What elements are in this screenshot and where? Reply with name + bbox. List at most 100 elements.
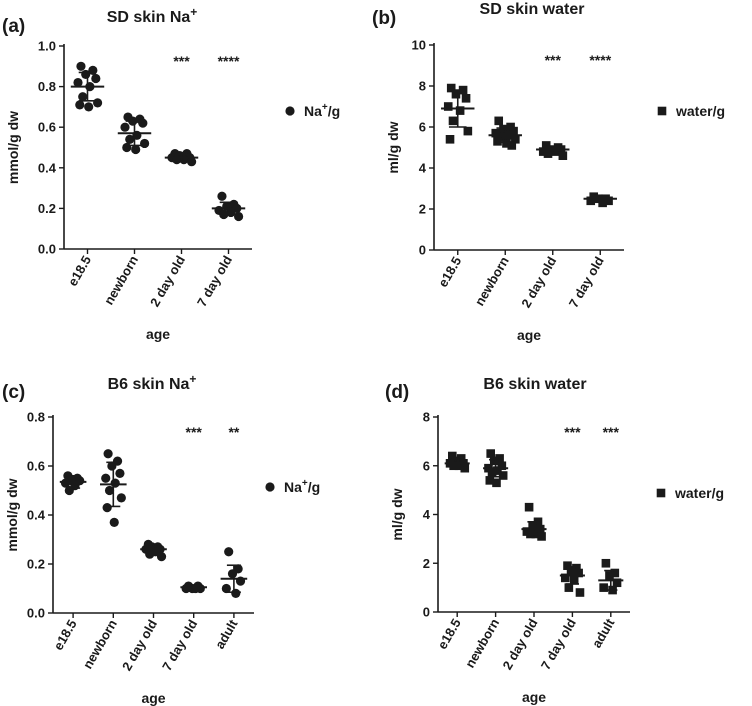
- data-point: [604, 196, 613, 206]
- legend-label-sup: +: [302, 478, 308, 489]
- legend-marker: [656, 488, 666, 498]
- legend-label: water/g: [675, 103, 725, 119]
- data-point: [460, 463, 470, 473]
- data-point: [494, 116, 504, 126]
- data-point: [115, 468, 125, 478]
- data-point: [103, 449, 113, 459]
- x-tick-label: 7 day old: [538, 616, 579, 672]
- data-point: [110, 478, 120, 488]
- data-point: [456, 454, 466, 463]
- legend-marker: [285, 106, 295, 116]
- x-tick-label: adult: [589, 615, 618, 650]
- legend-label: Na+/g: [304, 102, 340, 119]
- y-axis-label: ml/g dw: [385, 121, 401, 173]
- significance-label: **: [228, 424, 239, 440]
- data-point: [463, 126, 473, 136]
- data-point: [543, 149, 553, 158]
- data-point: [445, 135, 455, 144]
- legend-marker: [265, 482, 275, 492]
- data-point: [449, 461, 458, 471]
- data-point: [120, 122, 130, 132]
- data-point: [538, 147, 548, 156]
- data-point: [531, 529, 541, 539]
- legend-marker: [657, 106, 667, 116]
- y-tick-label: 0.2: [27, 557, 45, 572]
- data-point: [586, 196, 596, 206]
- data-point: [81, 69, 91, 80]
- data-point: [537, 532, 546, 541]
- y-tick-label: 0.0: [27, 606, 45, 621]
- significance-label: ***: [564, 424, 581, 440]
- x-tick-label: adult: [212, 616, 241, 651]
- data-point: [598, 198, 607, 208]
- x-tick-label: 2 day old: [119, 617, 160, 673]
- data-point: [101, 473, 111, 483]
- legend: Na+/g: [285, 102, 340, 119]
- x-axis-label: age: [517, 327, 541, 343]
- data-point: [78, 92, 88, 102]
- y-tick-label: 0.4: [38, 160, 57, 175]
- y-tick-label: 0.8: [27, 410, 45, 425]
- y-tick-label: 0.2: [38, 201, 56, 216]
- x-tick-label: newborn: [101, 253, 141, 307]
- y-tick-label: 8: [423, 410, 430, 425]
- data-point: [499, 124, 508, 134]
- data-point: [451, 89, 461, 99]
- y-axis-label: mmol/g dw: [5, 111, 21, 184]
- data-point: [217, 191, 227, 201]
- data-point: [91, 73, 101, 84]
- y-tick-label: 6: [423, 458, 430, 473]
- data-point: [486, 449, 495, 458]
- data-point: [224, 547, 234, 557]
- data-point: [186, 157, 197, 167]
- x-tick-label: newborn: [462, 616, 502, 670]
- y-tick-label: 4: [423, 507, 431, 522]
- y-axis-label: ml/g dw: [389, 488, 405, 540]
- data-point: [448, 116, 458, 126]
- data-point: [541, 141, 551, 150]
- y-tick-label: 8: [419, 79, 426, 94]
- data-point: [446, 83, 456, 93]
- data-point: [566, 566, 576, 575]
- data-point: [461, 94, 471, 103]
- y-tick-label: 0: [419, 243, 426, 258]
- chart-title: B6 skin Na+: [108, 372, 197, 393]
- data-point: [485, 476, 495, 485]
- significance-label: ***: [186, 424, 203, 440]
- y-tick-label: 4: [419, 161, 427, 176]
- x-tick-label: 2 day old: [499, 616, 540, 672]
- y-tick-label: 0.8: [38, 79, 56, 94]
- data-point: [572, 563, 581, 573]
- data-point: [495, 454, 504, 463]
- data-point: [107, 461, 117, 471]
- y-tick-label: 0: [423, 605, 430, 620]
- data-point: [221, 583, 231, 594]
- x-tick-label: 2 day old: [147, 253, 188, 309]
- data-point: [447, 451, 457, 461]
- significance-label: ***: [603, 424, 620, 440]
- x-axis-label: age: [141, 690, 165, 706]
- data-point: [109, 517, 119, 527]
- panel-b: (b) SD skin water 0 2 4 6 8 10 ml/g dw e18.5 newbo…: [372, 1, 725, 343]
- panel-letter: (b): [372, 8, 396, 29]
- x-tick-label: 2 day old: [518, 254, 559, 310]
- data-point: [563, 561, 572, 570]
- data-point: [172, 155, 182, 165]
- panel-letter: (d): [385, 382, 409, 403]
- x-tick-label: 7 day old: [159, 617, 200, 673]
- data-point: [528, 522, 537, 531]
- chart-title: B6 skin water: [483, 376, 586, 393]
- data-point: [575, 588, 585, 597]
- data-point: [455, 106, 465, 115]
- data-point: [612, 578, 622, 588]
- data-point: [125, 134, 135, 144]
- y-tick-label: 0.4: [27, 508, 46, 523]
- significance-label: ***: [545, 52, 562, 68]
- chart-title-sup: +: [190, 5, 197, 19]
- x-axis-label: age: [522, 689, 546, 705]
- data-point: [601, 558, 611, 568]
- panel-letter: (c): [2, 382, 25, 403]
- y-tick-label: 6: [419, 120, 426, 135]
